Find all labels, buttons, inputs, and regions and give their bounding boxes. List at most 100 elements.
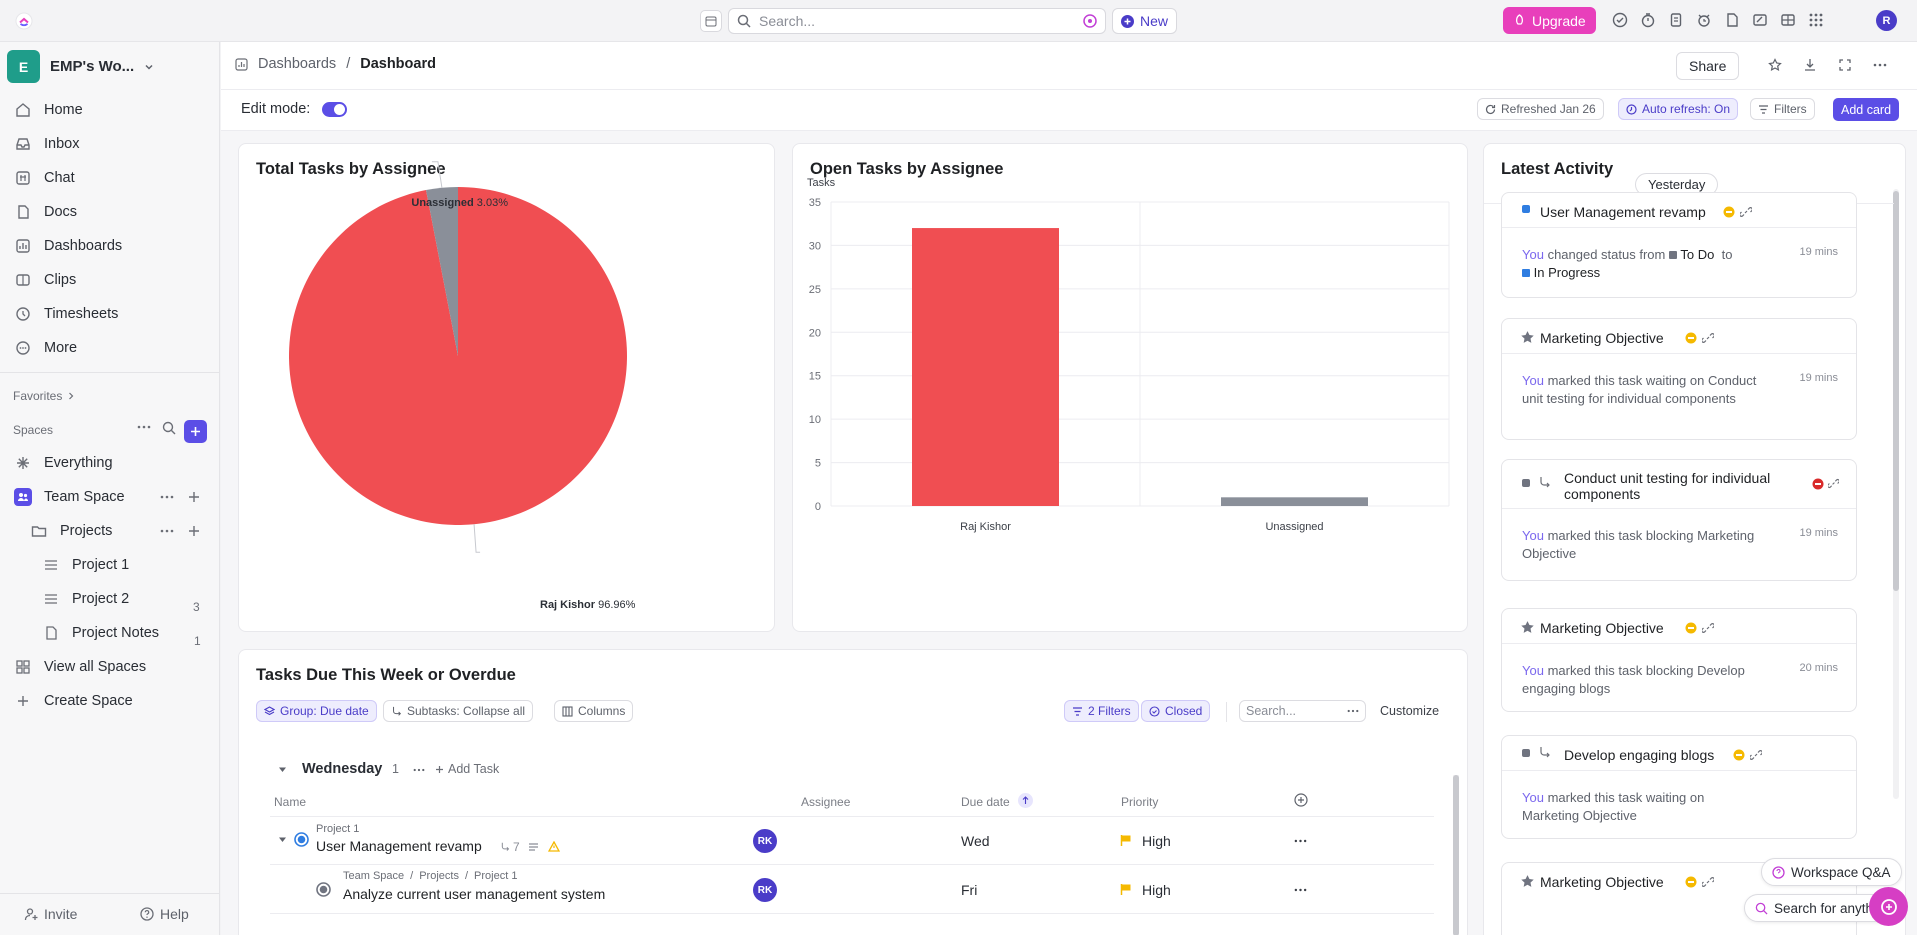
sidebar-folder-projects[interactable]: Projects [30, 519, 112, 543]
customize-button[interactable]: Customize [1380, 704, 1440, 718]
group-by-chip[interactable]: Group: Due date [256, 700, 377, 722]
user-avatar[interactable]: R [1876, 10, 1897, 31]
ellipsis-icon[interactable] [160, 529, 174, 533]
scrollbar-thumb[interactable] [1453, 775, 1459, 935]
search-input[interactable]: Search... [728, 8, 1106, 34]
sidebar-item-clips[interactable]: Clips [14, 268, 76, 292]
sidebar-item-docs[interactable]: Docs [14, 200, 77, 224]
scrollbar-track[interactable] [1893, 189, 1899, 799]
ai-brain-icon[interactable] [1083, 14, 1097, 28]
plus-icon[interactable] [188, 525, 200, 537]
priority-label[interactable]: High [1142, 833, 1171, 849]
task-name[interactable]: Analyze current user management system [343, 886, 606, 902]
sort-ascending-icon[interactable] [1018, 793, 1033, 808]
new-button[interactable]: New [1112, 8, 1178, 34]
sidebar-item-more[interactable]: More [14, 336, 77, 360]
breadcrumb-current[interactable]: Dashboard [360, 56, 436, 72]
scrollbar-track[interactable] [1453, 775, 1459, 935]
pie-slice-unassigned[interactable] [426, 187, 458, 356]
sidebar-item-inbox[interactable]: Inbox [14, 132, 79, 156]
filters-chip[interactable]: 2 Filters [1064, 700, 1139, 722]
activity-item[interactable]: Marketing Objective You marked this task… [1501, 608, 1857, 712]
share-button[interactable]: Share [1676, 52, 1740, 80]
notepad-icon[interactable] [1668, 12, 1684, 28]
calendar-icon[interactable] [700, 10, 722, 32]
subtasks-chip[interactable]: Subtasks: Collapse all [383, 700, 534, 722]
activity-task-title[interactable]: Marketing Objective [1540, 874, 1664, 890]
download-icon[interactable] [1803, 58, 1817, 72]
sidebar-doc-project-notes[interactable]: Project Notes [42, 621, 159, 645]
add-task-button[interactable]: Add Task [435, 762, 499, 776]
link-icon[interactable] [1740, 206, 1752, 218]
sidebar-item-create-space[interactable]: Create Space [14, 689, 133, 713]
scrollbar-thumb[interactable] [1893, 191, 1899, 591]
activity-item[interactable]: Marketing Objective You marked this task… [1501, 318, 1857, 440]
task-location[interactable]: Project 1 [316, 823, 360, 835]
bar[interactable] [1221, 497, 1368, 506]
help-button[interactable]: Help [140, 906, 189, 922]
whiteboard-icon[interactable] [1752, 12, 1768, 28]
add-column-icon[interactable] [1294, 793, 1308, 807]
doc-icon[interactable] [1724, 12, 1740, 28]
status-open-icon[interactable] [316, 882, 331, 897]
fullscreen-icon[interactable] [1838, 58, 1852, 72]
assignee-avatar[interactable]: RK [753, 878, 777, 902]
link-icon[interactable] [1702, 332, 1714, 344]
ellipsis-icon[interactable] [1294, 888, 1307, 892]
caret-down-icon[interactable] [278, 765, 287, 774]
activity-task-title[interactable]: User Management revamp [1540, 204, 1706, 220]
star-icon[interactable] [1768, 58, 1782, 72]
bar[interactable] [912, 228, 1059, 507]
activity-item[interactable]: Conduct unit testing for individual comp… [1501, 459, 1857, 581]
activity-task-title[interactable]: Marketing Objective [1540, 620, 1664, 636]
breadcrumb-dashboards-link[interactable]: Dashboards [258, 56, 337, 72]
invite-button[interactable]: Invite [24, 906, 77, 922]
ellipsis-icon[interactable] [137, 425, 151, 429]
apps-grid-icon[interactable] [1808, 12, 1824, 28]
search-icon[interactable] [162, 421, 176, 435]
link-icon[interactable] [1702, 876, 1714, 888]
activity-task-title[interactable]: Marketing Objective [1540, 330, 1664, 346]
column-header-priority[interactable]: Priority [1121, 795, 1159, 809]
sidebar-item-chat[interactable]: Chat [14, 166, 75, 190]
add-space-button[interactable] [184, 420, 207, 443]
link-icon[interactable] [1750, 749, 1762, 761]
ellipsis-icon[interactable] [1873, 63, 1887, 67]
location-folder[interactable]: Projects [419, 870, 459, 882]
activity-item[interactable]: User Management revamp You changed statu… [1501, 192, 1857, 298]
ellipsis-icon[interactable] [413, 768, 425, 772]
filters-chip[interactable]: Filters [1750, 98, 1815, 120]
sidebar-item-everything[interactable]: Everything [14, 451, 113, 475]
status-in-progress-icon[interactable] [294, 832, 309, 847]
pie-slice-raj-kishor[interactable] [289, 187, 627, 525]
ellipsis-icon[interactable] [1347, 709, 1359, 713]
clickup-logo-icon[interactable] [14, 11, 34, 31]
table-row[interactable]: Team Space / Projects / Project 1 Analyze … [270, 866, 1434, 914]
task-search-input[interactable]: Search... [1239, 700, 1366, 722]
sidebar-item-view-all-spaces[interactable]: View all Spaces [14, 655, 146, 679]
ellipsis-icon[interactable] [160, 495, 174, 499]
link-icon[interactable] [1828, 478, 1839, 489]
auto-refresh-chip[interactable]: Auto refresh: On [1618, 98, 1739, 120]
assignee-avatar[interactable]: RK [753, 829, 777, 853]
task-location[interactable]: Team Space / Projects / Project 1 [343, 870, 517, 882]
ai-assistant-button[interactable] [1869, 887, 1908, 926]
sidebar-item-dashboards[interactable]: Dashboards [14, 234, 122, 258]
alarm-icon[interactable] [1696, 12, 1712, 28]
columns-chip[interactable]: Columns [554, 700, 634, 722]
column-header-assignee[interactable]: Assignee [801, 795, 851, 809]
plus-icon[interactable] [188, 491, 200, 503]
sidebar-item-team-space[interactable]: Team Space [14, 485, 125, 509]
activity-item[interactable]: Develop engaging blogs You marked this t… [1501, 735, 1857, 839]
sidebar-item-timesheets[interactable]: Timesheets [14, 302, 118, 326]
sidebar-list-project-1[interactable]: Project 1 [42, 553, 129, 577]
workspace-switcher[interactable]: E EMP's Wo... [7, 50, 154, 83]
location-space[interactable]: Team Space [343, 870, 405, 882]
location-list[interactable]: Project 1 [474, 870, 518, 882]
closed-chip[interactable]: Closed [1141, 700, 1211, 722]
priority-label[interactable]: High [1142, 882, 1171, 898]
caret-down-icon[interactable] [278, 835, 287, 844]
workspace-qa-button[interactable]: Workspace Q&A [1761, 858, 1902, 886]
activity-task-title[interactable]: Develop engaging blogs [1564, 747, 1715, 763]
check-circle-icon[interactable] [1612, 12, 1628, 28]
